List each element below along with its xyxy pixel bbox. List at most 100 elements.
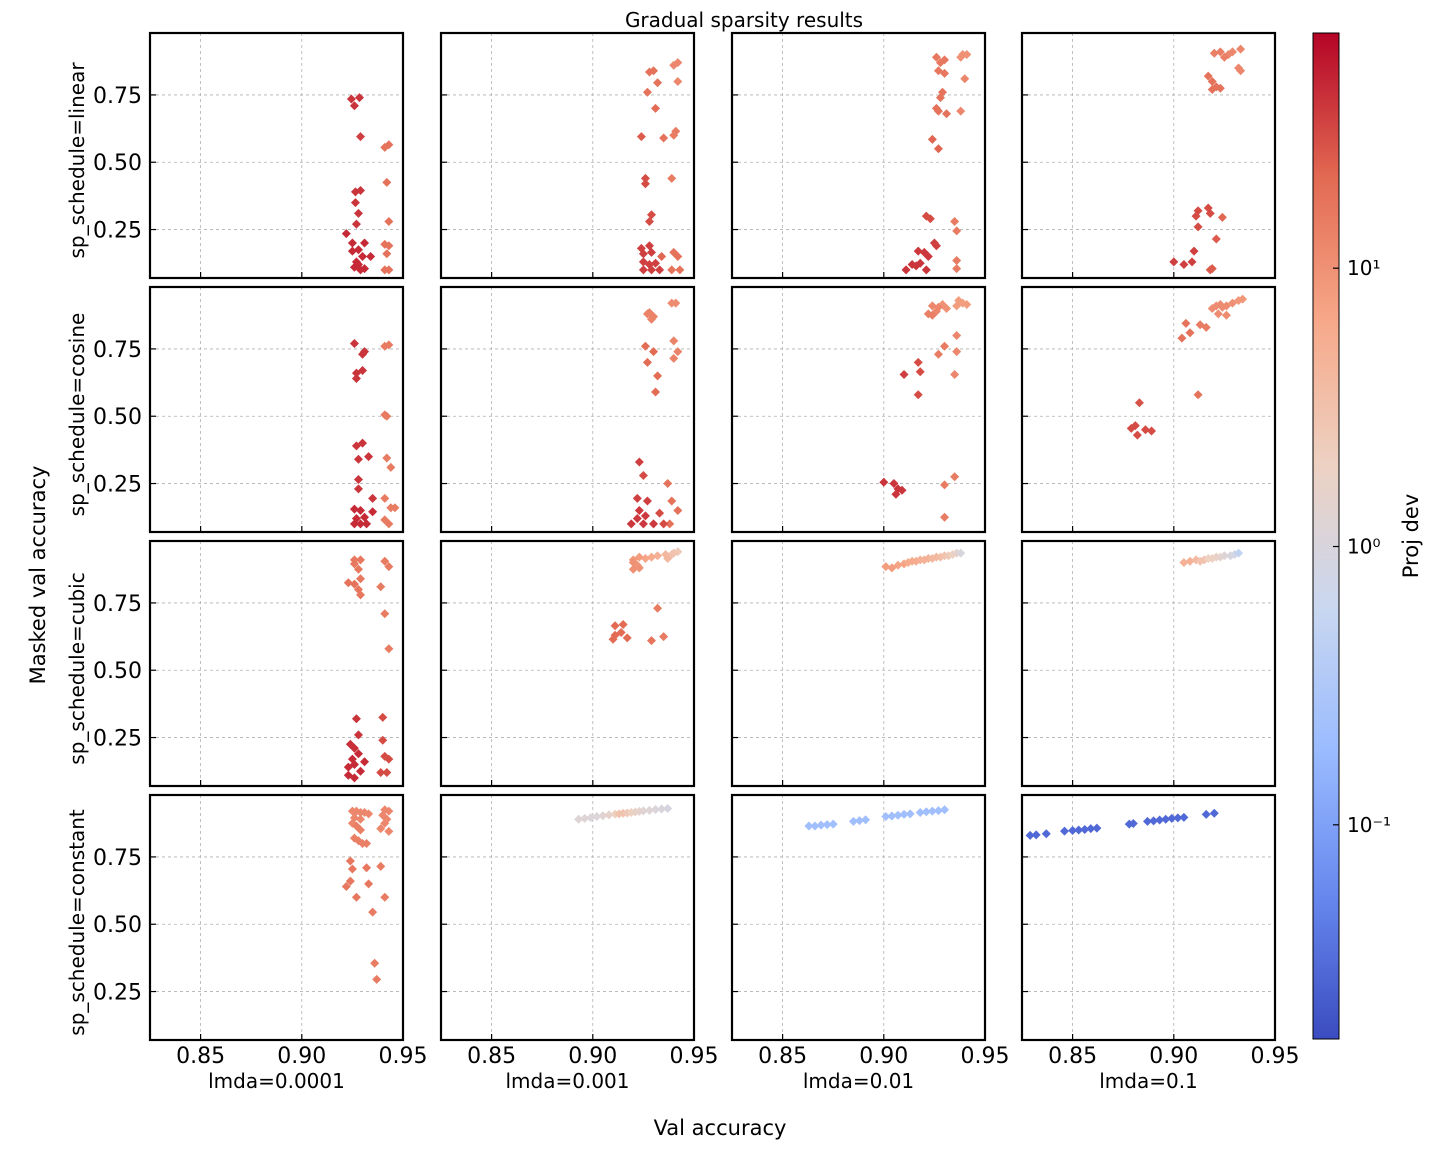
- data-point: [927, 301, 937, 311]
- data-point: [380, 818, 390, 828]
- data-point: [355, 132, 365, 142]
- series-r1-c1: [626, 298, 683, 529]
- series-r3-c1: [574, 803, 673, 824]
- data-point: [887, 811, 897, 821]
- data-point: [343, 578, 353, 588]
- data-point: [651, 387, 661, 397]
- panel-frame: [730, 31, 987, 280]
- col-label: lmda=0.1: [1099, 1069, 1198, 1093]
- data-point: [341, 882, 351, 892]
- data-point: [384, 241, 394, 251]
- data-point: [1132, 430, 1142, 440]
- data-point: [667, 496, 677, 506]
- data-point: [351, 714, 361, 724]
- data-point: [351, 892, 361, 902]
- data-point: [382, 453, 392, 463]
- data-point: [940, 341, 950, 351]
- data-point: [642, 496, 652, 506]
- data-point: [956, 52, 966, 62]
- data-point: [673, 505, 683, 515]
- data-point: [349, 519, 359, 529]
- data-point: [384, 265, 394, 275]
- data-point: [343, 762, 353, 772]
- panel-r1-c1: [441, 287, 695, 532]
- data-point: [364, 809, 374, 819]
- series-r2-c0: [343, 555, 394, 783]
- data-point: [358, 251, 368, 261]
- panel-frame: [439, 793, 696, 1042]
- x-tick-label: 0.95: [961, 1044, 1010, 1069]
- x-tick-label: 0.95: [379, 1044, 428, 1069]
- data-point: [368, 493, 378, 503]
- data-point: [622, 633, 632, 643]
- data-point: [905, 809, 915, 819]
- data-point: [673, 347, 683, 357]
- panel-r2-c1: [441, 541, 695, 786]
- data-point: [384, 519, 394, 529]
- data-point: [355, 574, 365, 584]
- data-point: [657, 251, 667, 261]
- panel-frame: [439, 285, 696, 534]
- data-point: [1217, 212, 1227, 222]
- series-r2-c1: [608, 547, 683, 646]
- data-point: [642, 309, 652, 319]
- data-point: [610, 630, 620, 640]
- x-tick-label: 0.85: [758, 1044, 807, 1069]
- data-point: [1041, 829, 1051, 839]
- panel-frame: [1020, 31, 1277, 280]
- panel-r3-c0: [150, 795, 404, 1040]
- data-point: [380, 609, 390, 619]
- data-point: [349, 559, 359, 569]
- data-point: [1219, 52, 1229, 62]
- data-point: [653, 371, 663, 381]
- data-point: [362, 863, 372, 873]
- data-point: [376, 824, 386, 834]
- series-r3-c2: [804, 805, 950, 831]
- data-point: [1142, 816, 1152, 826]
- data-point: [1219, 551, 1229, 561]
- data-point: [642, 87, 652, 97]
- data-point: [675, 265, 685, 275]
- data-point: [673, 251, 683, 261]
- data-point: [354, 93, 364, 103]
- data-point: [881, 562, 891, 572]
- data-point: [346, 94, 356, 104]
- data-point: [940, 68, 950, 78]
- data-point: [1236, 44, 1246, 54]
- data-point: [935, 93, 945, 103]
- data-point: [925, 214, 935, 224]
- data-point: [610, 621, 620, 631]
- data-point: [380, 493, 390, 503]
- data-point: [950, 472, 960, 482]
- data-point: [634, 457, 644, 467]
- colorbar-gradient: [1312, 32, 1340, 1040]
- y-tick-label: 0.25: [93, 219, 142, 244]
- data-point: [952, 256, 962, 265]
- data-point: [1134, 398, 1144, 408]
- colorbar-label: Proj dev: [1399, 494, 1423, 579]
- data-point: [384, 826, 394, 836]
- data-point: [1025, 830, 1035, 840]
- data-point: [355, 519, 365, 529]
- data-point: [952, 264, 962, 274]
- data-point: [899, 370, 909, 379]
- data-point: [1187, 257, 1197, 267]
- data-point: [956, 106, 966, 116]
- series-r1-c3: [1126, 294, 1248, 440]
- series-r1-c0: [349, 339, 400, 529]
- data-point: [927, 806, 937, 816]
- data-point: [353, 564, 363, 574]
- data-point: [952, 301, 962, 311]
- data-point: [376, 861, 386, 871]
- data-point: [384, 340, 394, 350]
- data-point: [1149, 816, 1159, 826]
- data-point: [341, 229, 351, 239]
- data-point: [1074, 825, 1084, 835]
- data-point: [646, 636, 656, 646]
- y-tick-label: 0.25: [93, 981, 142, 1006]
- data-point: [940, 805, 950, 815]
- panel-r2-c3: [1022, 541, 1276, 786]
- data-point: [384, 216, 394, 226]
- data-point: [358, 349, 368, 359]
- data-point: [1185, 556, 1195, 566]
